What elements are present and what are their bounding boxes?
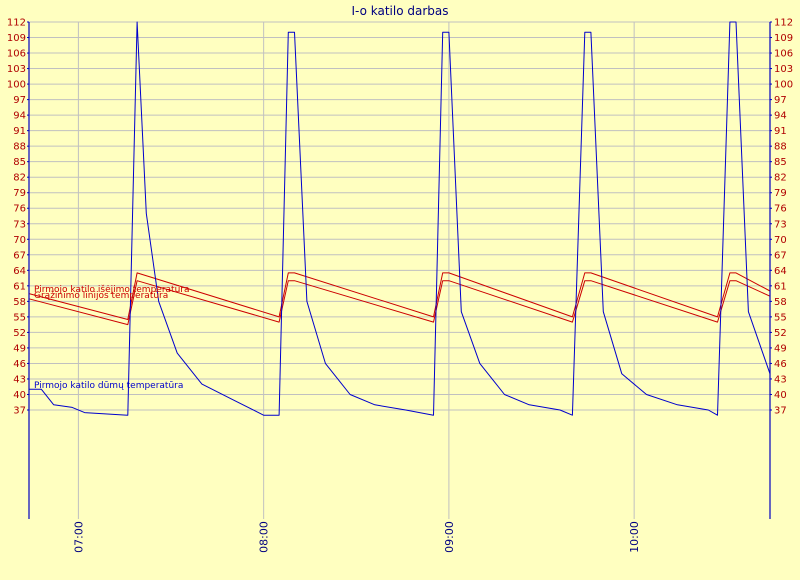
series-lines xyxy=(28,21,771,416)
y-tick-right: 106 xyxy=(774,49,793,60)
y-tick-left: 76 xyxy=(13,204,26,215)
y-tick-right: 103 xyxy=(774,64,793,75)
y-tick-right: 55 xyxy=(774,312,787,323)
series-line-0 xyxy=(28,272,771,320)
y-tick-left: 112 xyxy=(7,18,26,29)
y-tick-right: 58 xyxy=(774,297,787,308)
y-tick-right: 79 xyxy=(774,188,787,199)
y-tick-left: 103 xyxy=(7,64,26,75)
y-tick-right: 64 xyxy=(774,266,787,277)
label-return-temperature: Grąžinimo linijos temperatūra xyxy=(34,291,168,301)
y-tick-left: 70 xyxy=(13,235,26,246)
label-outlet-temperature: Pirmojo katilo išėjimo temperatūra xyxy=(34,284,190,295)
x-tick-label: 10:00 xyxy=(628,521,641,553)
y-tick-right: 112 xyxy=(774,18,793,29)
y-tick-right: 91 xyxy=(774,126,787,137)
y-tick-left: 64 xyxy=(13,266,26,277)
y-tick-right: 97 xyxy=(774,95,787,106)
series-line-1 xyxy=(28,280,771,326)
y-tick-left: 91 xyxy=(13,126,26,137)
y-tick-left: 100 xyxy=(7,80,26,91)
y-tick-right: 88 xyxy=(774,142,787,153)
y-tick-right: 37 xyxy=(774,406,787,417)
y-tick-right: 85 xyxy=(774,157,787,168)
y-tick-right: 76 xyxy=(774,204,787,215)
y-tick-left: 52 xyxy=(13,328,26,339)
y-tick-right: 82 xyxy=(774,173,787,184)
y-tick-left: 85 xyxy=(13,157,26,168)
y-tick-left: 37 xyxy=(13,406,26,417)
series-line-2 xyxy=(29,21,771,416)
y-tick-left: 55 xyxy=(13,312,26,323)
label-flue-temperature: Pirmojo katilo dūmų temperatūra xyxy=(34,381,183,391)
y-tick-left: 97 xyxy=(13,95,26,106)
y-tick-left: 67 xyxy=(13,250,26,261)
y-tick-left: 88 xyxy=(13,142,26,153)
y-tick-right: 46 xyxy=(774,359,787,370)
tick-labels: 37 37 40 40 43 43 46 46 49 49 52 52 55 55 58 58 61 61 64 64… xyxy=(7,18,793,553)
y-tick-right: 94 xyxy=(774,111,787,122)
grid xyxy=(29,21,770,519)
y-tick-right: 109 xyxy=(774,33,793,44)
y-tick-right: 67 xyxy=(774,250,787,261)
y-tick-right: 40 xyxy=(774,390,787,401)
x-tick-label: 09:00 xyxy=(443,521,456,553)
y-tick-right: 70 xyxy=(774,235,787,246)
y-tick-right: 43 xyxy=(774,374,787,385)
y-tick-left: 43 xyxy=(13,374,26,385)
y-tick-left: 79 xyxy=(13,188,26,199)
y-tick-right: 49 xyxy=(774,343,787,354)
y-tick-left: 40 xyxy=(13,390,26,401)
chart-title: I-o katilo darbas xyxy=(352,4,449,18)
y-tick-left: 106 xyxy=(7,49,26,60)
y-tick-right: 73 xyxy=(774,219,787,230)
y-tick-left: 58 xyxy=(13,297,26,308)
y-tick-left: 82 xyxy=(13,173,26,184)
y-tick-left: 46 xyxy=(13,359,26,370)
y-tick-right: 61 xyxy=(774,281,787,292)
axes xyxy=(27,21,772,519)
y-tick-left: 73 xyxy=(13,219,26,230)
y-tick-left: 94 xyxy=(13,111,26,122)
y-tick-left: 109 xyxy=(7,33,26,44)
y-tick-left: 61 xyxy=(13,281,26,292)
x-tick-label: 07:00 xyxy=(72,521,85,553)
y-tick-right: 100 xyxy=(774,80,793,91)
y-tick-left: 49 xyxy=(13,343,26,354)
x-tick-label: 08:00 xyxy=(258,521,271,553)
y-tick-right: 52 xyxy=(774,328,787,339)
